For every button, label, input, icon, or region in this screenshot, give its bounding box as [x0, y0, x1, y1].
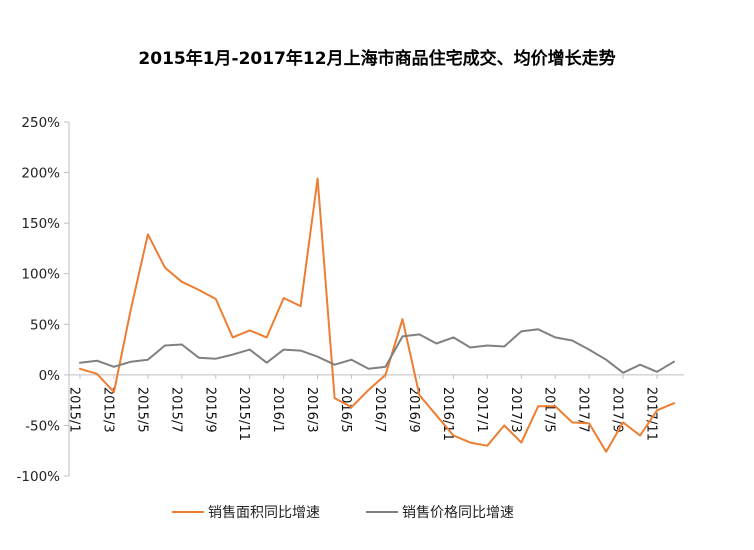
x-tick-label: 2017/5 — [542, 387, 557, 433]
y-tick-label: 50% — [30, 317, 60, 333]
legend-label: 销售面积同比增速 — [208, 505, 320, 521]
y-tick-label: -100% — [17, 469, 61, 485]
y-tick-label: 200% — [21, 166, 60, 182]
chart-axes — [68, 122, 684, 476]
y-tick-label: 100% — [21, 267, 60, 283]
y-tick-label: 250% — [21, 115, 60, 131]
x-axis-ticks: 2015/1 2015/3 2015/5 2015/7 2015/9 2015/11 201… — [67, 374, 659, 441]
x-tick-label: 2017/9 — [610, 387, 625, 433]
x-tick-label: 2015/11 — [236, 387, 251, 441]
x-tick-label: 2016/5 — [338, 387, 353, 433]
x-tick-label: 2015/3 — [100, 387, 115, 433]
x-tick-label: 2016/1 — [270, 387, 285, 433]
legend-label: 销售价格同比增速 — [402, 505, 514, 521]
x-tick-label: 2015/9 — [202, 387, 217, 433]
y-tick-label: -50% — [25, 418, 60, 434]
series-lines — [79, 177, 675, 453]
x-tick-label: 2016/11 — [440, 387, 455, 441]
x-tick-label: 2015/1 — [67, 387, 82, 433]
y-tick-label: 150% — [21, 216, 60, 232]
x-tick-label: 2015/5 — [134, 387, 149, 433]
y-axis-ticks: 250% 200% 150% 100% 50% 0% -50% -100% — [17, 115, 69, 485]
x-tick-label: 2017/11 — [644, 387, 659, 441]
x-tick-label: 2016/7 — [372, 387, 387, 433]
x-tick-label: 2017/3 — [508, 387, 523, 433]
series-line-2 — [79, 328, 675, 374]
series-line-1 — [79, 177, 675, 453]
x-tick-label: 2017/1 — [474, 387, 489, 433]
x-tick-label: 2015/7 — [168, 387, 183, 433]
x-tick-label: 2016/3 — [304, 387, 319, 433]
x-tick-label: 2016/9 — [406, 387, 421, 433]
legend: 销售面积同比增速 销售价格同比增速 — [172, 505, 514, 521]
y-tick-label: 0% — [39, 368, 61, 384]
chart-title: 2015年1月-2017年12月上海市商品住宅成交、均价增长走势 — [138, 49, 616, 69]
x-tick-label: 2017/7 — [576, 387, 591, 433]
